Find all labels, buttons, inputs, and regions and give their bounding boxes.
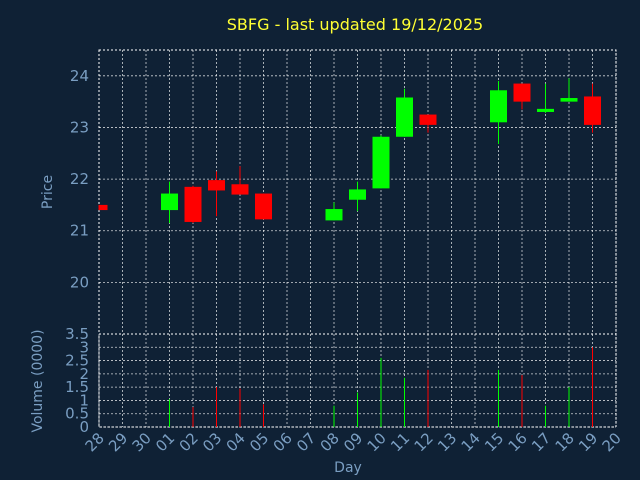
x-tick-label: 14	[458, 429, 484, 455]
candle-09	[349, 181, 366, 212]
candle-01	[161, 181, 178, 223]
candle-body	[208, 180, 225, 191]
candle-12	[419, 114, 437, 133]
candle-body	[161, 193, 178, 211]
volume-tick-label: 3.5	[65, 325, 89, 343]
candle-02	[184, 185, 202, 223]
candle-17	[537, 83, 554, 113]
candle-10	[372, 135, 390, 189]
volume-tick-label: 1	[79, 391, 89, 409]
candle-body	[537, 108, 554, 112]
x-tick-label: 06	[270, 429, 296, 455]
candle-body	[513, 83, 531, 102]
volume-y-ticks: 00.511.522.533.5	[65, 325, 89, 436]
candle-body	[255, 193, 272, 220]
x-tick-label: 12	[411, 429, 437, 455]
candle-body	[490, 90, 507, 123]
volume-tick-label: 3	[79, 338, 89, 356]
x-tick-label: 02	[176, 429, 202, 455]
x-tick-label: 08	[317, 429, 343, 455]
x-axis-label: Day	[334, 460, 362, 476]
volume-tick-label: 0	[79, 418, 89, 436]
candles	[98, 78, 601, 223]
price-plot-frame	[98, 49, 617, 335]
price-panel: 20 21 22 23 24 Price	[40, 49, 617, 335]
x-tick-label: 30	[129, 429, 155, 455]
x-tick-label: 07	[293, 429, 319, 455]
x-tick-label: 10	[364, 429, 390, 455]
candle-03	[208, 171, 225, 217]
price-y-ticks: 20 21 22 23 24	[70, 67, 89, 292]
candle-body	[325, 209, 343, 221]
price-tick-label: 23	[70, 118, 89, 136]
candle-15	[490, 80, 507, 144]
price-tick-label: 21	[70, 222, 89, 240]
volume-tick-label: 0.5	[65, 405, 89, 423]
candle-body	[184, 186, 202, 222]
x-tick-label: 11	[387, 429, 413, 455]
candle-28	[98, 204, 108, 211]
chart-title: SBFG - last updated 19/12/2025	[227, 15, 483, 34]
price-grid	[98, 49, 617, 335]
x-tick-label: 04	[223, 429, 249, 455]
x-tick-label: 13	[434, 429, 460, 455]
x-tick-label: 29	[105, 429, 131, 455]
x-tick-label: 01	[152, 429, 178, 455]
candle-11	[396, 88, 413, 137]
candle-body	[560, 98, 578, 102]
x-tick-label: 19	[575, 429, 601, 455]
price-tick-label: 20	[70, 273, 89, 291]
x-tick-label: 15	[481, 429, 507, 455]
candle-body	[349, 189, 366, 200]
volume-tick-label: 1.5	[65, 378, 89, 396]
volume-tick-label: 2.5	[65, 352, 89, 370]
volume-tick-label: 2	[79, 365, 89, 383]
candle-body	[99, 204, 108, 211]
x-axis-ticks: 2829300102030405060708091011121314151617…	[82, 429, 625, 455]
x-tick-label: 18	[552, 429, 578, 455]
candle-19	[584, 83, 601, 133]
candle-04	[231, 166, 249, 195]
price-tick-label: 22	[70, 170, 89, 188]
volume-panel: 00.511.522.533.5 Volume (0000)	[30, 325, 617, 436]
candle-08	[325, 202, 343, 221]
x-tick-label: 03	[199, 429, 225, 455]
candle-18	[560, 78, 578, 102]
candle-body	[231, 184, 249, 195]
candle-body	[584, 96, 601, 125]
candle-body	[372, 136, 390, 189]
candle-05	[255, 193, 272, 220]
x-tick-label: 16	[505, 429, 531, 455]
volume-bars	[169, 347, 593, 427]
volume-axis-label: Volume (0000)	[30, 329, 46, 432]
x-tick-label: 20	[599, 429, 625, 455]
price-tick-label: 24	[70, 67, 89, 85]
candle-body	[419, 114, 437, 125]
x-tick-label: 09	[340, 429, 366, 455]
x-tick-label: 17	[528, 429, 554, 455]
price-axis-label: Price	[40, 175, 56, 209]
candle-body	[396, 97, 413, 137]
x-tick-label: 05	[246, 429, 272, 455]
candle-16	[513, 83, 531, 110]
